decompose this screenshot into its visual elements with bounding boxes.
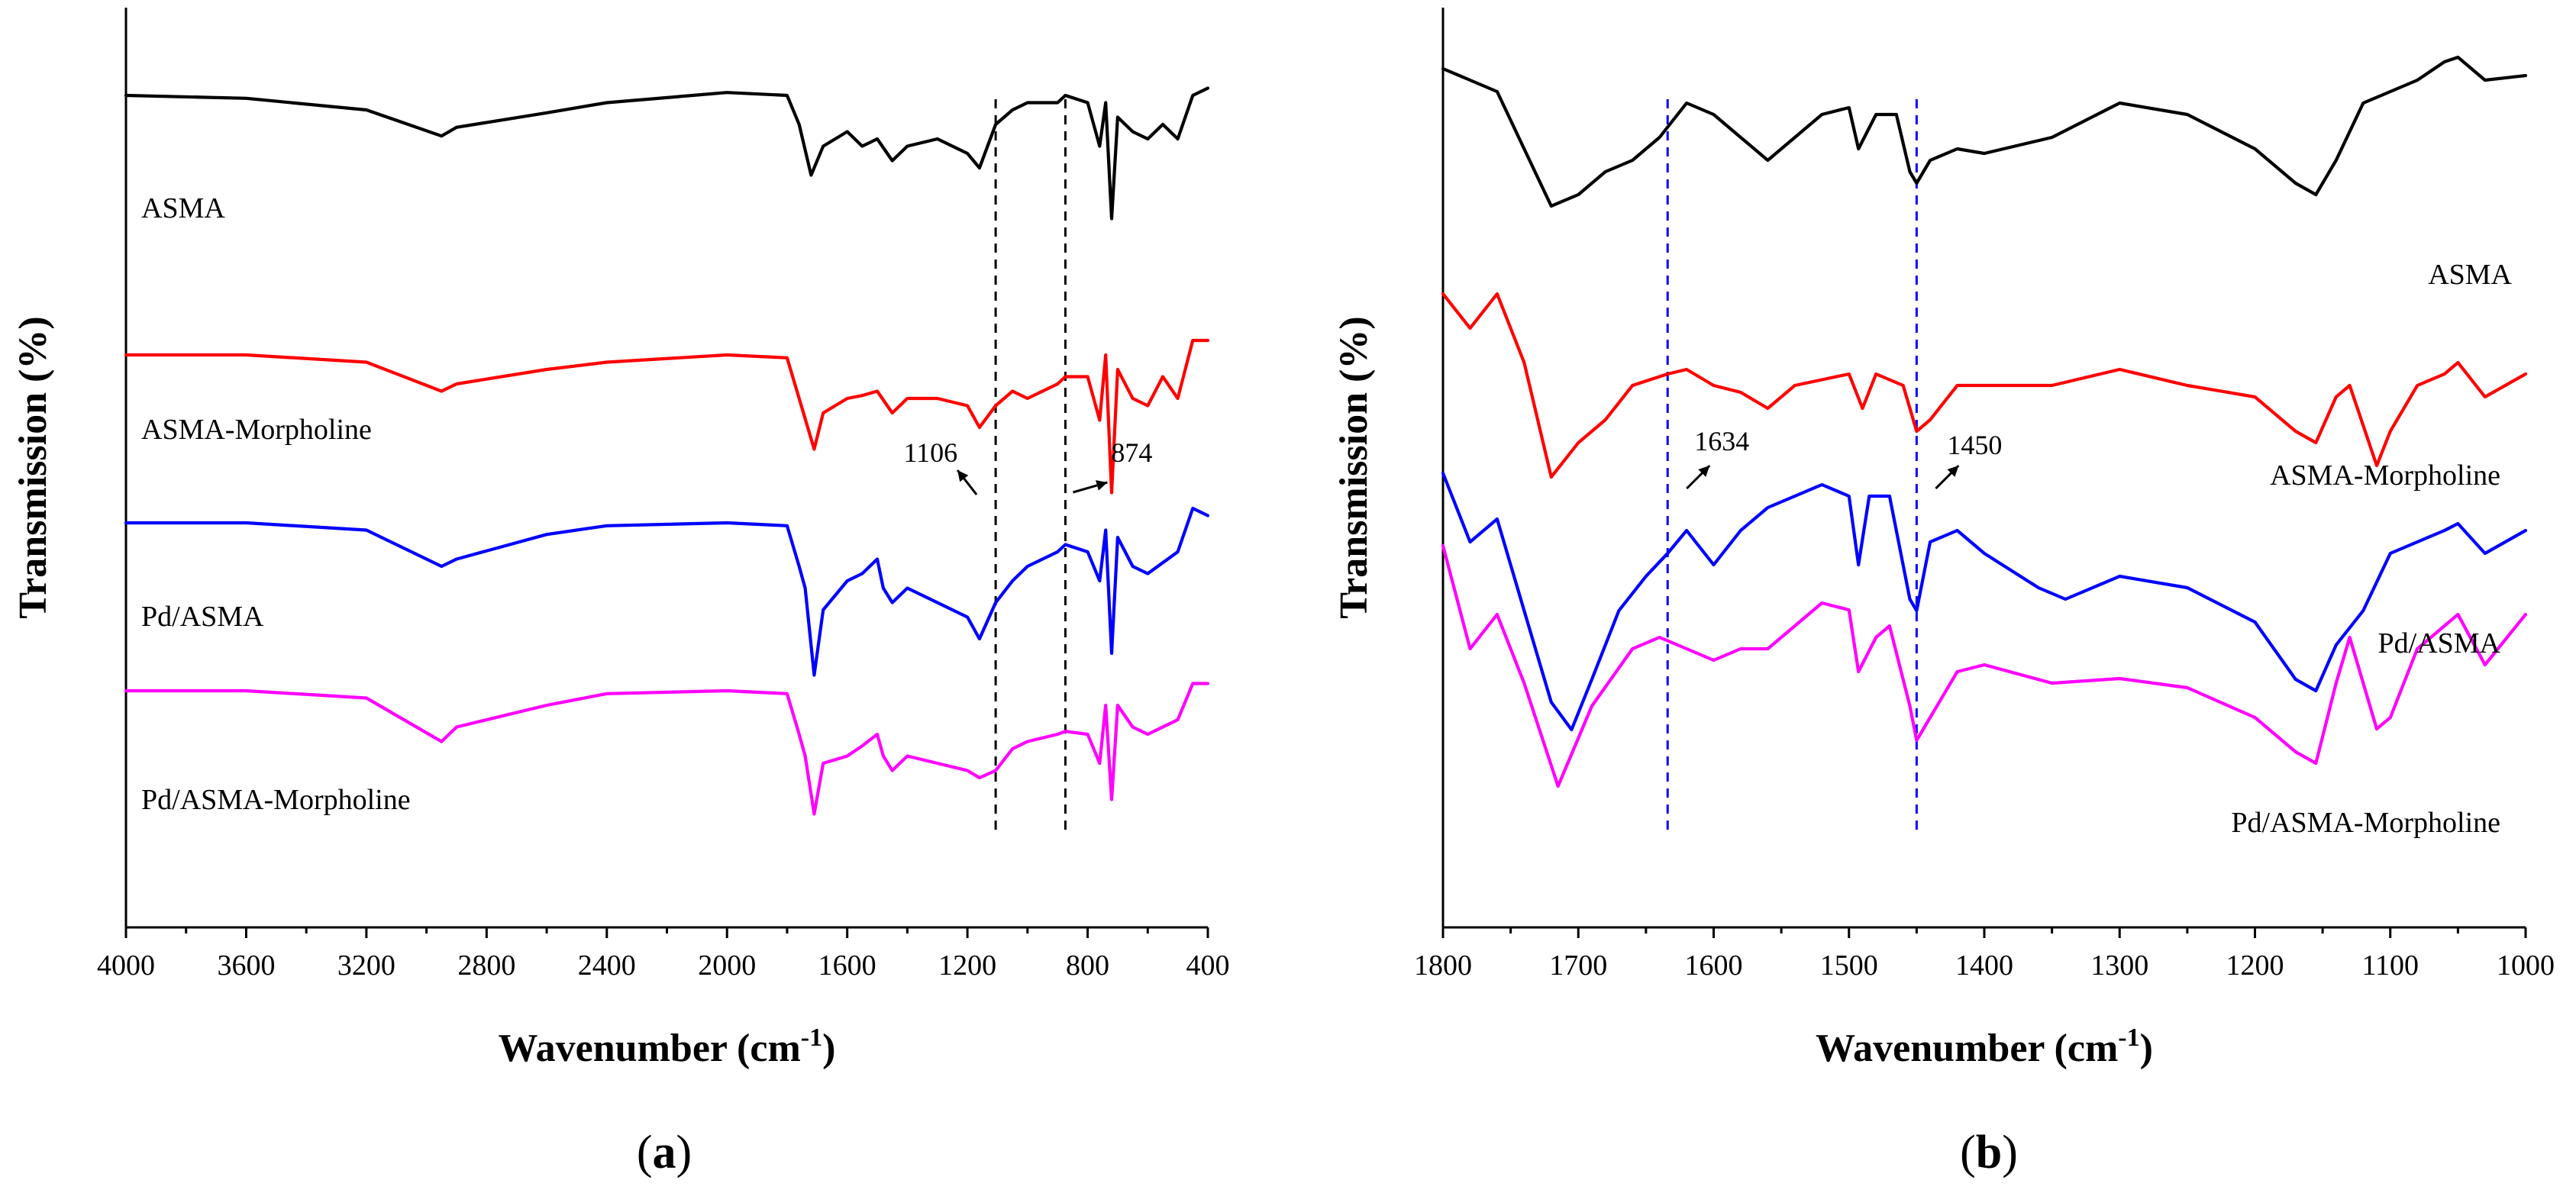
- panel-label: (a): [637, 1127, 692, 1178]
- series-label: ASMA-Morpholine: [2270, 459, 2500, 492]
- panel-label: (b): [1960, 1127, 2018, 1178]
- series-label: Pd/ASMA-Morpholine: [141, 784, 411, 816]
- series-label: Pd/ASMA: [141, 601, 264, 633]
- series-line-asma: [124, 86, 1210, 221]
- series-label: ASMA: [2428, 259, 2512, 291]
- x-tick-label: 1700: [1549, 950, 1607, 982]
- annotation-label: 1106: [903, 437, 957, 468]
- x-tick-label: 800: [1066, 950, 1109, 982]
- x-tick-label: 1600: [818, 950, 876, 982]
- annotation-arrowhead: [1698, 466, 1710, 477]
- x-tick-label: 1000: [2497, 950, 2555, 982]
- annotation-label: 1634: [1694, 426, 1749, 456]
- series-line-asma-morpholine: [124, 338, 1210, 495]
- x-tick-label: 1600: [1685, 950, 1743, 982]
- annotation-arrowhead: [1947, 466, 1959, 477]
- x-tick-label: 1200: [2226, 950, 2284, 982]
- x-tick-label: 1300: [2090, 950, 2148, 982]
- y-axis-title: Transmission (%): [1332, 316, 1376, 618]
- series-label: ASMA-Morpholine: [141, 414, 372, 446]
- annotation-arrowhead: [957, 470, 969, 482]
- series-label: Pd/ASMA-Morpholine: [2231, 807, 2500, 839]
- series-line-pd-asma-morpholine: [1441, 543, 2528, 788]
- x-tick-label: 4000: [97, 950, 155, 982]
- series-label: ASMA: [141, 192, 225, 224]
- x-tick-label: 3200: [337, 950, 395, 982]
- annotation-label: 1450: [1947, 430, 2002, 460]
- x-tick-label: 400: [1186, 950, 1230, 982]
- series-line-asma: [1441, 55, 2528, 208]
- x-axis-title: Wavenumber (cm-1): [499, 1024, 836, 1070]
- series-line-pd-asma: [1441, 471, 2528, 732]
- x-tick-label: 2800: [457, 950, 515, 982]
- series-line-asma-morpholine: [1441, 292, 2528, 479]
- series-label: Pd/ASMA: [2378, 627, 2501, 659]
- annotation-label: 874: [1111, 437, 1152, 468]
- x-tick-label: 1800: [1414, 950, 1472, 982]
- x-axis-title: Wavenumber (cm-1): [1816, 1024, 2153, 1070]
- annotation-arrowhead: [1096, 480, 1108, 491]
- x-tick-label: 3600: [217, 950, 275, 982]
- x-tick-label: 2000: [698, 950, 756, 982]
- series-line-pd-asma: [124, 506, 1210, 677]
- x-tick-label: 1200: [938, 950, 996, 982]
- series-line-pd-asma-morpholine: [124, 682, 1210, 816]
- panel-b: 1800 1700 1600 1500 1400 1300 1200 1100 1000 Wave…: [1332, 8, 2555, 1178]
- x-tick-label: 2400: [578, 950, 636, 982]
- panel-a: 4000 3600 3200 2800 2400 2000 1600 1200 800 400 Wa…: [11, 8, 1230, 1178]
- x-tick-label: 1400: [1955, 950, 2013, 982]
- y-axis-title: Transmission (%): [11, 316, 55, 618]
- x-tick-label: 1500: [1820, 950, 1878, 982]
- x-tick-label: 1100: [2361, 950, 2419, 982]
